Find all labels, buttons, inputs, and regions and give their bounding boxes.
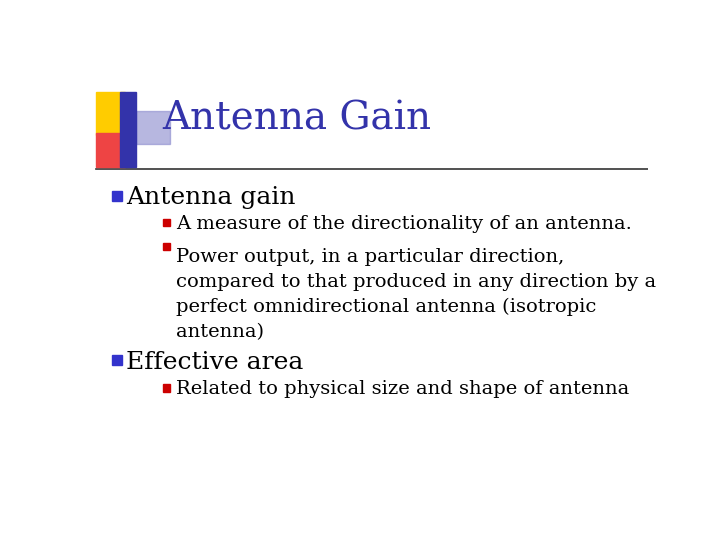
Text: Effective area: Effective area — [126, 350, 304, 374]
Bar — [96, 92, 125, 136]
Bar — [112, 355, 122, 366]
Text: Related to physical size and shape of antenna: Related to physical size and shape of an… — [176, 380, 630, 398]
Bar — [163, 384, 170, 392]
Bar — [120, 92, 136, 167]
Bar — [96, 133, 125, 167]
Bar — [136, 111, 170, 144]
Text: A measure of the directionality of an antenna.: A measure of the directionality of an an… — [176, 214, 632, 233]
Bar — [112, 191, 122, 201]
Text: Antenna gain: Antenna gain — [126, 186, 296, 210]
Text: Antenna Gain: Antenna Gain — [163, 100, 432, 137]
Bar — [163, 219, 170, 226]
Text: Power output, in a particular direction,
compared to that produced in any direct: Power output, in a particular direction,… — [176, 248, 657, 341]
Bar — [163, 243, 170, 250]
